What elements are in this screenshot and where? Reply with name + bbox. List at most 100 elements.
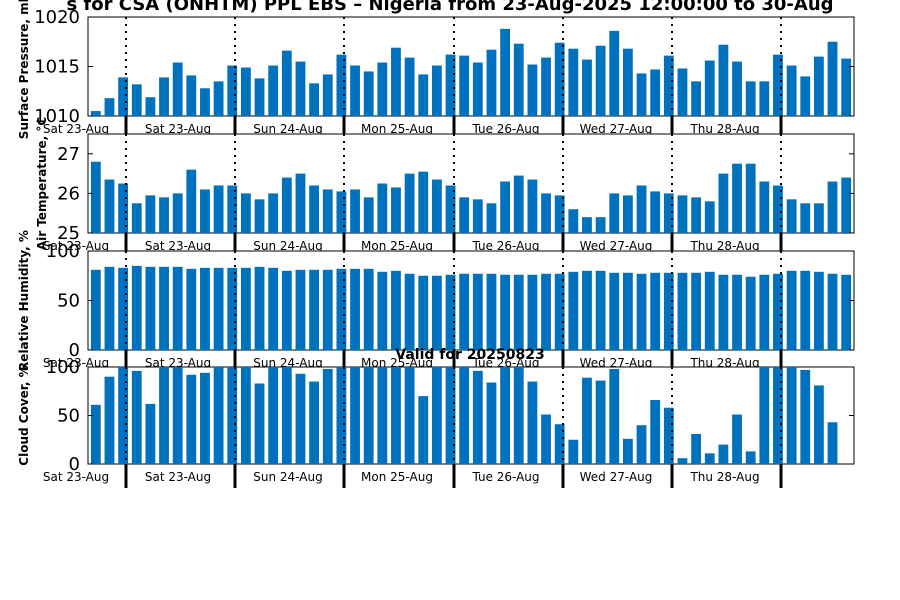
bar (377, 367, 388, 464)
bar (404, 57, 415, 116)
bar (254, 199, 265, 233)
bar (186, 268, 197, 350)
bar (90, 404, 101, 464)
bar (841, 58, 852, 116)
bar (200, 189, 210, 233)
bar (704, 453, 715, 464)
bar (350, 367, 360, 464)
bar (281, 270, 292, 350)
bar (677, 458, 688, 464)
bar (841, 274, 852, 350)
bar (445, 54, 456, 116)
bar (636, 273, 647, 350)
bar (718, 274, 729, 350)
bar (118, 367, 129, 464)
bar (104, 376, 115, 464)
bar (650, 399, 661, 464)
bar (663, 272, 674, 350)
bar (786, 270, 797, 350)
bar (240, 367, 251, 464)
x-day-label: Sat 23-Aug (43, 122, 109, 136)
bar (90, 269, 101, 350)
bar (404, 367, 415, 464)
bar (704, 271, 715, 350)
y-tick-label: 26 (57, 183, 80, 204)
bar (336, 191, 347, 233)
bar (445, 274, 456, 350)
bar (650, 69, 661, 116)
bar (691, 433, 702, 464)
bar (677, 272, 688, 350)
bar (131, 265, 142, 350)
bar (582, 377, 592, 464)
bar (281, 50, 292, 116)
y-tick-label: 25 (57, 223, 80, 244)
bar (459, 273, 470, 350)
bar (636, 185, 647, 233)
bar (404, 173, 415, 233)
bar (295, 269, 306, 350)
y-tick-label: 50 (57, 406, 80, 427)
bar (254, 78, 265, 116)
bar (568, 209, 579, 233)
bar (718, 173, 729, 233)
bar (172, 266, 183, 350)
bar (636, 425, 647, 464)
bar (363, 268, 374, 350)
bar (213, 81, 224, 116)
bar (609, 368, 620, 464)
bar (295, 173, 306, 233)
x-day-label: Thu 28-Aug (689, 239, 759, 253)
bar (609, 193, 620, 233)
bar (309, 381, 320, 464)
bar (718, 444, 729, 464)
bar (472, 62, 483, 116)
y-axis-label: Cloud Cover, % (17, 365, 31, 465)
y-tick-label: 0 (69, 340, 80, 361)
bar (445, 185, 456, 233)
bar (691, 197, 702, 233)
bar (800, 203, 811, 233)
x-day-label: Tue 26-Aug (471, 239, 539, 253)
bar (759, 367, 770, 464)
bar (745, 81, 756, 116)
bar (459, 55, 470, 116)
bar (418, 396, 429, 464)
y-tick-label: 1015 (34, 57, 80, 78)
x-day-label: Sun 24-Aug (253, 122, 322, 136)
bar (582, 270, 592, 350)
bar (813, 385, 824, 464)
bar (131, 84, 142, 116)
bar (541, 193, 551, 233)
y-tick-label: 100 (46, 241, 80, 262)
bar (336, 268, 347, 350)
bar (322, 368, 333, 464)
bar (650, 191, 661, 233)
bar (622, 438, 633, 464)
bar (500, 274, 511, 350)
x-day-label: Thu 28-Aug (689, 122, 759, 136)
bar (254, 266, 265, 350)
bar (541, 414, 551, 464)
bar (513, 274, 524, 350)
bar (213, 367, 224, 464)
bar (418, 74, 429, 116)
bar (827, 422, 838, 464)
y-tick-label: 0 (69, 454, 80, 475)
bar (732, 61, 742, 116)
bar (295, 61, 306, 116)
bar (431, 179, 442, 233)
bar (568, 48, 579, 116)
bar (718, 44, 729, 116)
y-axis-label: Relative Humidity, % (17, 230, 31, 371)
bar (622, 272, 633, 350)
bar (431, 65, 442, 116)
bar (240, 67, 251, 116)
bar (131, 203, 142, 233)
bar (268, 193, 279, 233)
bar (786, 199, 797, 233)
bar (90, 111, 101, 116)
x-day-label: Mon 25-Aug (361, 122, 433, 136)
